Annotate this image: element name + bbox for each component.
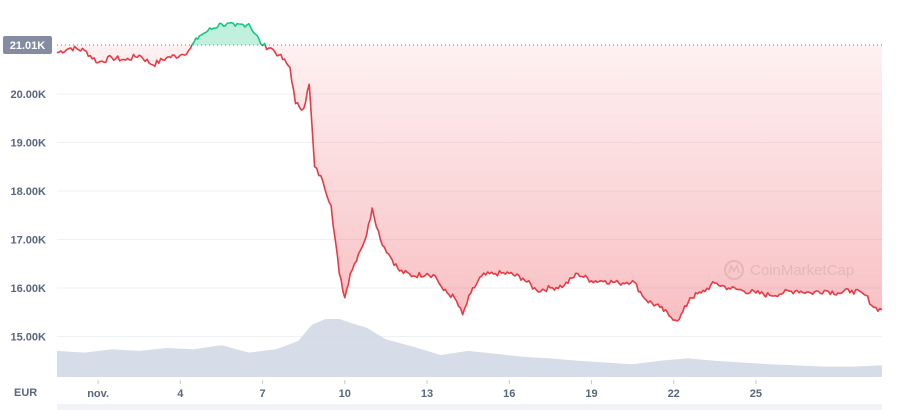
x-tick-label: 19 bbox=[585, 388, 597, 400]
y-tick-label: 18.00K bbox=[11, 186, 47, 198]
below-baseline-fill bbox=[57, 45, 882, 321]
x-tick-label: 4 bbox=[177, 388, 184, 400]
x-tick-label: 10 bbox=[339, 388, 351, 400]
y-tick-label: 20.00K bbox=[11, 89, 47, 101]
coinmarketcap-logo-icon bbox=[724, 260, 744, 280]
x-tick-label: 16 bbox=[503, 388, 515, 400]
price-line-up bbox=[191, 21, 266, 46]
x-tick-label: nov. bbox=[87, 388, 109, 400]
current-price-label: 21.01K bbox=[3, 36, 52, 55]
x-tick-label: 13 bbox=[421, 388, 433, 400]
watermark-text: CoinMarketCap bbox=[750, 262, 854, 279]
current-price-value: 21.01K bbox=[10, 40, 46, 52]
x-axis-scroll-track bbox=[57, 404, 882, 410]
volume-bars bbox=[57, 319, 882, 377]
price-line-down bbox=[56, 45, 883, 322]
watermark: CoinMarketCap bbox=[724, 260, 854, 280]
y-tick-label: 16.00K bbox=[11, 283, 47, 295]
price-line bbox=[56, 21, 883, 322]
volume-area bbox=[57, 319, 882, 377]
currency-label: EUR bbox=[14, 387, 37, 399]
y-tick-label: 15.00K bbox=[11, 332, 47, 344]
y-tick-label: 17.00K bbox=[11, 235, 47, 247]
x-axis-ticks: nov. 4 7 10 13 16 19 22 25 bbox=[57, 380, 882, 410]
x-tick-label: 25 bbox=[750, 388, 762, 400]
y-tick-label: 19.00K bbox=[11, 138, 47, 150]
y-axis-ticks: 20.00K 19.00K 18.00K 17.00K 16.00K 15.00K bbox=[11, 89, 47, 344]
x-tick-label: 7 bbox=[260, 388, 266, 400]
x-tick-label: 22 bbox=[668, 388, 680, 400]
